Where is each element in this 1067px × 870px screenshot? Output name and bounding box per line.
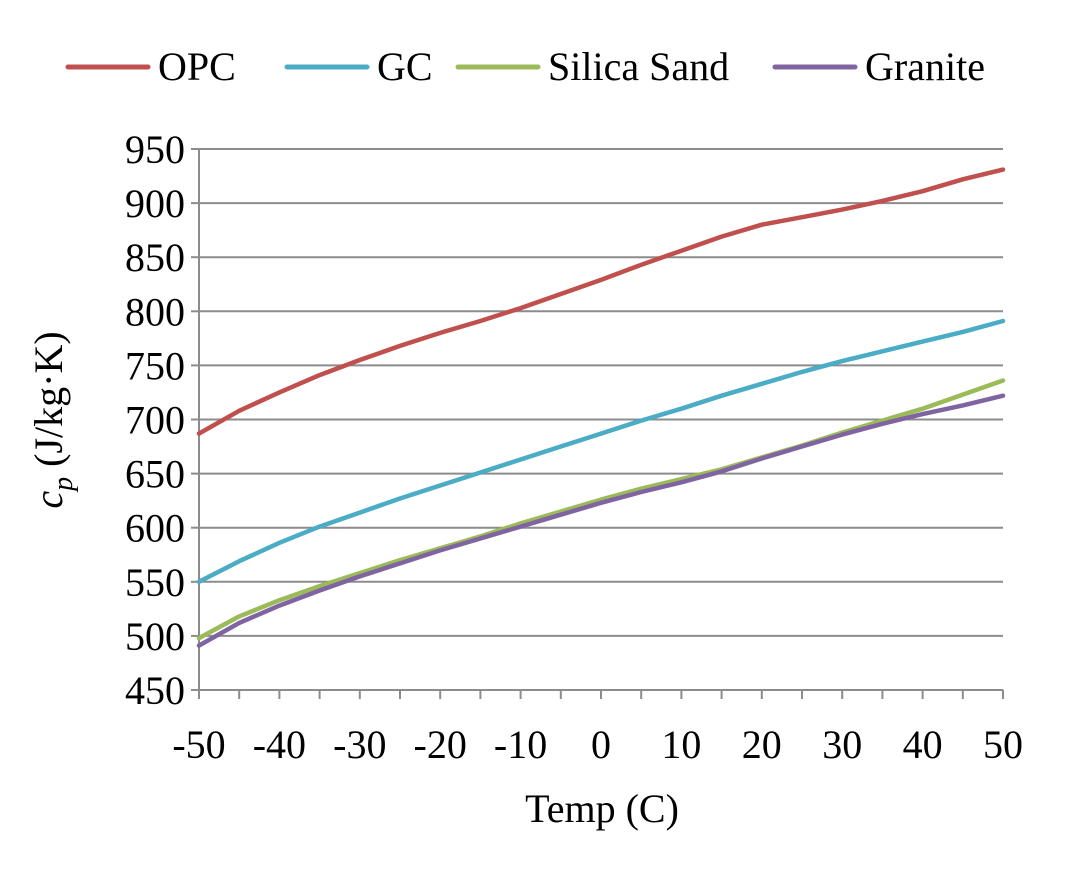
y-tick-label: 900 [125, 181, 185, 226]
x-tick-labels: -50 -40 -30 -20 -10 0 10 20 30 40 50 [172, 722, 1023, 767]
x-tick-label: 10 [661, 722, 701, 767]
series-line-granite [196, 393, 1006, 648]
x-tick-label: 30 [822, 722, 862, 767]
y-tick-label: 500 [125, 614, 185, 659]
y-tick-label: 550 [125, 560, 185, 605]
x-tick-label: 0 [591, 722, 611, 767]
legend-label: GC [377, 44, 433, 89]
legend-item-granite: Granite [772, 44, 985, 89]
x-tick-label: -40 [253, 722, 306, 767]
y-tick-label: 850 [125, 235, 185, 280]
x-tick-label: -10 [494, 722, 547, 767]
series-lines [196, 167, 1006, 648]
x-axis-title: Temp (C) [525, 786, 679, 831]
y-tick-label: 650 [125, 452, 185, 497]
y-tick-label: 450 [125, 668, 185, 713]
y-tick-label: 750 [125, 343, 185, 388]
series-line-opc [196, 167, 1006, 436]
series-line-silica-sand [196, 378, 1006, 641]
legend-label: Granite [865, 44, 985, 89]
y-tick-label: 600 [125, 506, 185, 551]
y-axis-symbol: c [26, 491, 71, 509]
y-tick-label: 800 [125, 289, 185, 334]
x-tick-label: 40 [903, 722, 943, 767]
gridlines [199, 148, 1003, 637]
x-tick-label: -20 [414, 722, 467, 767]
y-tick-label: 700 [125, 398, 185, 443]
legend: OPC GC Silica Sand Granite [65, 44, 985, 89]
y-axis-title: cp (J/kg·K) [26, 331, 79, 508]
y-tick-labels: 450 500 550 600 650 700 750 800 850 900 950 [125, 127, 185, 713]
axes [191, 148, 1004, 699]
legend-label: Silica Sand [548, 44, 729, 89]
y-tick-label: 950 [125, 127, 185, 172]
y-axis-units: (J/kg·K) [26, 331, 71, 477]
x-tick-label: 50 [983, 722, 1023, 767]
x-tick-label: 20 [742, 722, 782, 767]
x-tick-label: -50 [172, 722, 225, 767]
series-line-gc [196, 318, 1006, 585]
legend-item-gc: GC [284, 44, 433, 89]
legend-label: OPC [158, 44, 236, 89]
y-axis-subscript: p [48, 477, 79, 493]
legend-item-opc: OPC [65, 44, 236, 89]
x-tick-label: -30 [333, 722, 386, 767]
legend-item-silica-sand: Silica Sand [455, 44, 729, 89]
